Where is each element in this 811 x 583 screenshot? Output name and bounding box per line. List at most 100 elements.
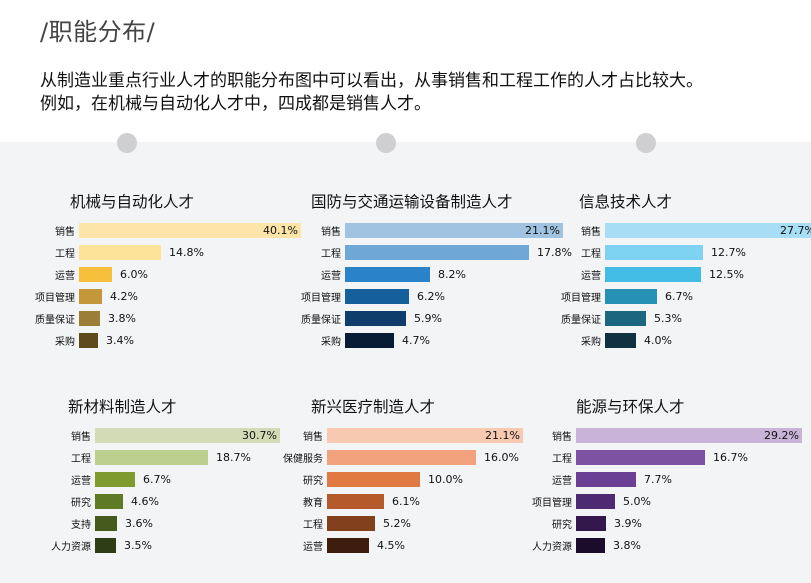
value-label: 3.4% [106, 334, 134, 347]
value-label: 16.7% [713, 451, 748, 464]
chart-row: 项目管理 4.2% [8, 285, 273, 307]
chart-row: 研究 3.9% [528, 512, 793, 534]
bar [327, 428, 523, 443]
chart-title: 能源与环保人才 [576, 398, 685, 416]
chart-row: 人力资源 3.8% [528, 534, 793, 556]
value-label: 3.6% [125, 517, 153, 530]
chart-row: 销售 27.7% [528, 219, 811, 241]
chart-row: 运营 6.7% [8, 468, 273, 490]
bar [327, 516, 375, 531]
bar [345, 289, 409, 304]
value-label: 21.1% [485, 429, 520, 442]
value-label: 6.2% [417, 290, 445, 303]
category-label: 人力资源 [51, 542, 91, 553]
category-label: 质量保证 [35, 315, 75, 326]
chart-row: 运营 12.5% [528, 263, 793, 285]
bar [327, 538, 369, 553]
bar [345, 245, 529, 260]
chart-row: 人力资源 3.5% [8, 534, 273, 556]
chart-row: 销售 29.2% [528, 424, 802, 446]
category-label: 工程 [55, 249, 75, 260]
chart-row: 项目管理 5.0% [528, 490, 793, 512]
category-label: 运营 [321, 271, 341, 282]
bar [605, 289, 657, 304]
category-label: 销售 [71, 432, 91, 443]
value-label: 12.5% [709, 268, 744, 281]
bar [327, 472, 420, 487]
category-label: 采购 [321, 337, 341, 348]
chart-row: 运营 8.2% [269, 263, 534, 285]
chart-row: 工程 5.2% [269, 512, 534, 534]
decorative-dot-2 [376, 133, 396, 153]
value-label: 6.0% [120, 268, 148, 281]
category-label: 支持 [71, 520, 91, 531]
chart-row: 工程 17.8% [269, 241, 572, 263]
chart-row: 销售 21.1% [269, 424, 534, 446]
description-line-2: 例如，在机械与自动化人才中，四成都是销售人才。 [40, 94, 431, 114]
value-label: 6.7% [665, 290, 693, 303]
category-label: 销售 [321, 227, 341, 238]
value-label: 12.7% [711, 246, 746, 259]
chart-row: 教育 6.1% [269, 490, 534, 512]
value-label: 18.7% [216, 451, 251, 464]
category-label: 运营 [552, 476, 572, 487]
value-label: 6.7% [143, 473, 171, 486]
bar [345, 311, 406, 326]
bar [345, 267, 430, 282]
bar [95, 472, 135, 487]
category-label: 研究 [71, 498, 91, 509]
chart-row: 工程 18.7% [8, 446, 273, 468]
category-label: 工程 [321, 249, 341, 260]
category-label: 运营 [581, 271, 601, 282]
chart-row: 质量保证 3.8% [8, 307, 273, 329]
chart-row: 采购 3.4% [8, 329, 273, 351]
bar [605, 223, 811, 238]
bar [605, 267, 701, 282]
bar-chart-6: 能源与环保人才销售 29.2% 工程 16.7% 运营 7.7% 项目管理 5.0% 研究 3.9… [528, 395, 802, 570]
chart-row: 采购 4.0% [528, 329, 793, 351]
bar [327, 494, 384, 509]
value-label: 7.7% [644, 473, 672, 486]
category-label: 项目管理 [35, 293, 75, 304]
value-label: 16.0% [484, 451, 519, 464]
value-label: 27.7% [780, 224, 811, 237]
bar [576, 516, 606, 531]
category-label: 人力资源 [532, 542, 572, 553]
bar-chart-2: 国防与交通运输设备制造人才 销售 21.1% 工程 17.8% 运营 8.2% 项目管理 6.2… [269, 190, 572, 365]
category-label: 运营 [71, 476, 91, 487]
value-label: 5.0% [623, 495, 651, 508]
value-label: 3.8% [108, 312, 136, 325]
value-label: 3.5% [124, 539, 152, 552]
category-label: 采购 [581, 337, 601, 348]
value-label: 17.8% [537, 246, 572, 259]
bar [79, 333, 98, 348]
bar [95, 428, 280, 443]
bar [345, 333, 394, 348]
bar-chart-1: 机械与自动化人才 销售 40.1% 工程 14.8% 运营 6.0% 项目管理 4.2% 质量保证… [8, 190, 301, 365]
bar [605, 333, 636, 348]
category-label: 项目管理 [561, 293, 601, 304]
bar [79, 245, 161, 260]
chart-row: 工程 12.7% [528, 241, 793, 263]
chart-row: 运营 6.0% [8, 263, 273, 285]
bar [576, 450, 705, 465]
bar [576, 494, 615, 509]
category-label: 工程 [552, 454, 572, 465]
value-label: 30.7% [242, 429, 277, 442]
category-label: 运营 [55, 271, 75, 282]
value-label: 8.2% [438, 268, 466, 281]
section-title: /职能分布/ [40, 18, 156, 46]
category-label: 研究 [552, 520, 572, 531]
bar [95, 450, 208, 465]
value-label: 5.2% [383, 517, 411, 530]
bar-chart-5: 新兴医疗制造人才 销售 21.1% 保健服务 16.0% 研究 10.0% 教育 6.1% 工程 5… [269, 395, 534, 570]
value-label: 14.8% [169, 246, 204, 259]
bar [345, 223, 563, 238]
description-line-1: 从制造业重点行业人才的职能分布图中可以看出，从事销售和工程工作的人才占比较大。 [40, 71, 703, 91]
chart-row: 运营 4.5% [269, 534, 534, 556]
value-label: 4.5% [377, 539, 405, 552]
chart-row: 工程 14.8% [8, 241, 273, 263]
bar [576, 472, 636, 487]
chart-row: 运营 7.7% [528, 468, 793, 490]
category-label: 销售 [581, 227, 601, 238]
